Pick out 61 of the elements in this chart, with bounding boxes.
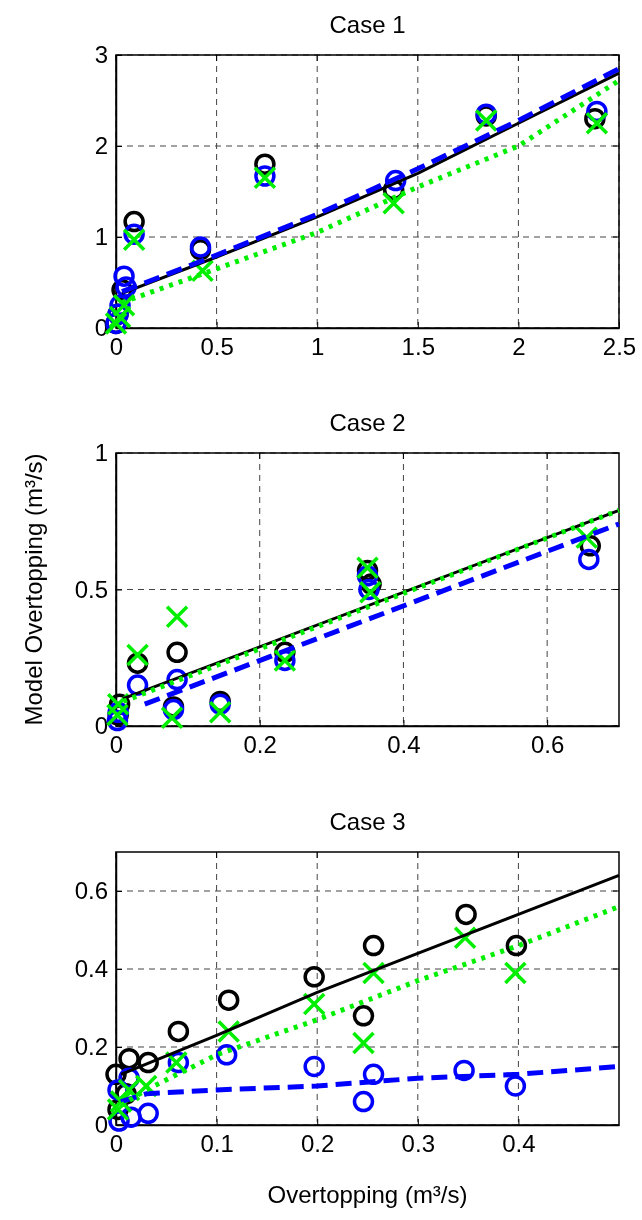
point [109,1089,133,1114]
point [505,934,528,957]
point [122,227,146,252]
y-tick-label: 0.6 [74,877,108,905]
point [303,966,325,988]
point [578,548,600,571]
y-tick-label: 0.2 [74,1033,108,1061]
x-tick-label: 0.6 [530,731,565,759]
point [381,191,406,216]
point [118,1047,140,1070]
point [303,1055,325,1078]
point [160,706,184,730]
x-tick-label: 2 [512,333,526,361]
x-tick-label: 1.5 [401,333,435,361]
point [137,1102,159,1125]
y-tick-label: 0 [94,712,108,740]
y-tick-label: 0 [94,1111,108,1139]
x-axis-title: Overtopping (m³/s) [267,1181,468,1208]
chart-title: Case 2 [329,409,406,436]
x-tick-label: 0.4 [387,731,421,759]
point [352,1090,375,1113]
point [474,108,498,133]
y-tick-label: 3 [94,41,108,69]
x-tick-label: 0.1 [200,1130,234,1158]
point [351,1031,376,1055]
point [208,700,232,725]
point [217,989,240,1011]
point [125,643,150,667]
x-tick-label: 0.4 [502,1130,536,1158]
point [362,934,385,957]
point [585,111,609,135]
point [352,1005,375,1027]
point [215,1044,238,1066]
point [165,605,189,629]
y-tick-label: 0.4 [74,955,108,983]
x-tick-label: 0.2 [243,731,277,759]
point [302,992,326,1016]
y-tick-label: 2 [94,132,108,160]
point [455,903,477,926]
y-tick-label: 1 [94,223,108,251]
y-tick-label: 0.5 [74,575,108,603]
x-tick-label: 0.5 [200,333,234,361]
point [503,961,528,985]
point [137,1051,159,1074]
point [113,265,135,287]
x-tick-label: 1 [311,333,325,361]
point [166,641,188,664]
point [362,1063,385,1086]
point [112,293,136,317]
point [167,1020,190,1043]
y-axis-title: Model Overtopping (m³/s) [20,453,47,726]
x-tick-label: 2.5 [602,333,637,361]
x-tick-label: 0.2 [301,1130,335,1158]
chart-title: Case 3 [329,808,406,835]
point [574,525,599,550]
x-tick-label: 0.3 [401,1130,435,1158]
point [504,1075,527,1097]
chart-title: Case 1 [329,11,406,38]
point [453,1059,475,1082]
point [190,258,215,283]
y-tick-label: 1 [94,439,108,467]
